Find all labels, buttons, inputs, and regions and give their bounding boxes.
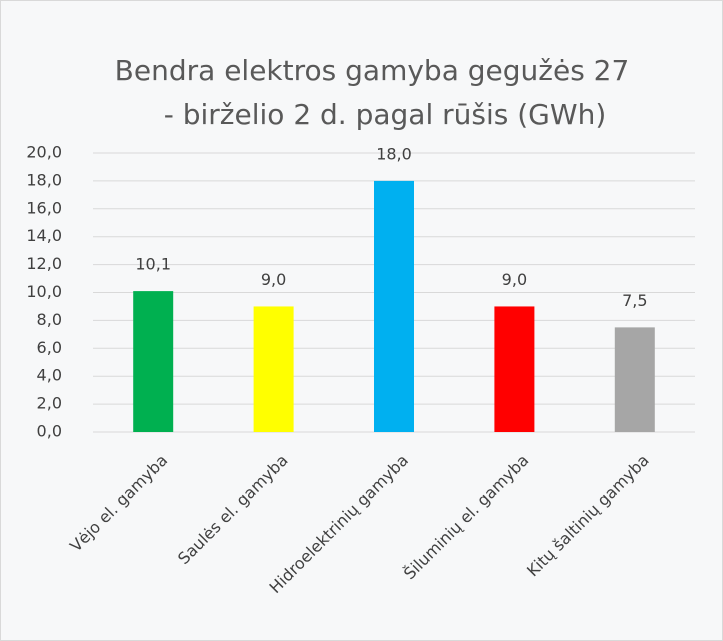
y-tick-label: 8,0 — [37, 310, 62, 329]
chart-title: Bendra elektros gamyba gegužės 27 — [115, 54, 630, 87]
y-tick-label: 12,0 — [26, 254, 62, 273]
bar — [614, 327, 655, 432]
chart-title: - birželio 2 d. pagal rūšis (GWh) — [164, 98, 607, 131]
bar — [494, 306, 535, 432]
y-tick-label: 4,0 — [37, 366, 62, 385]
bar — [133, 291, 174, 432]
data-label: 9,0 — [261, 270, 286, 289]
y-tick-label: 20,0 — [26, 143, 62, 162]
data-label: 10,1 — [135, 255, 171, 274]
y-tick-label: 0,0 — [37, 422, 62, 441]
bar — [374, 180, 414, 432]
data-label: 7,5 — [622, 291, 647, 310]
data-label: 9,0 — [502, 270, 527, 289]
y-tick-label: 10,0 — [26, 282, 62, 301]
bar — [253, 306, 294, 432]
y-tick-label: 14,0 — [26, 226, 62, 245]
data-label: 18,0 — [376, 144, 412, 163]
y-tick-label: 18,0 — [26, 170, 62, 189]
y-tick-label: 2,0 — [37, 394, 62, 413]
y-tick-label: 6,0 — [37, 338, 62, 357]
y-tick-label: 16,0 — [26, 198, 62, 217]
